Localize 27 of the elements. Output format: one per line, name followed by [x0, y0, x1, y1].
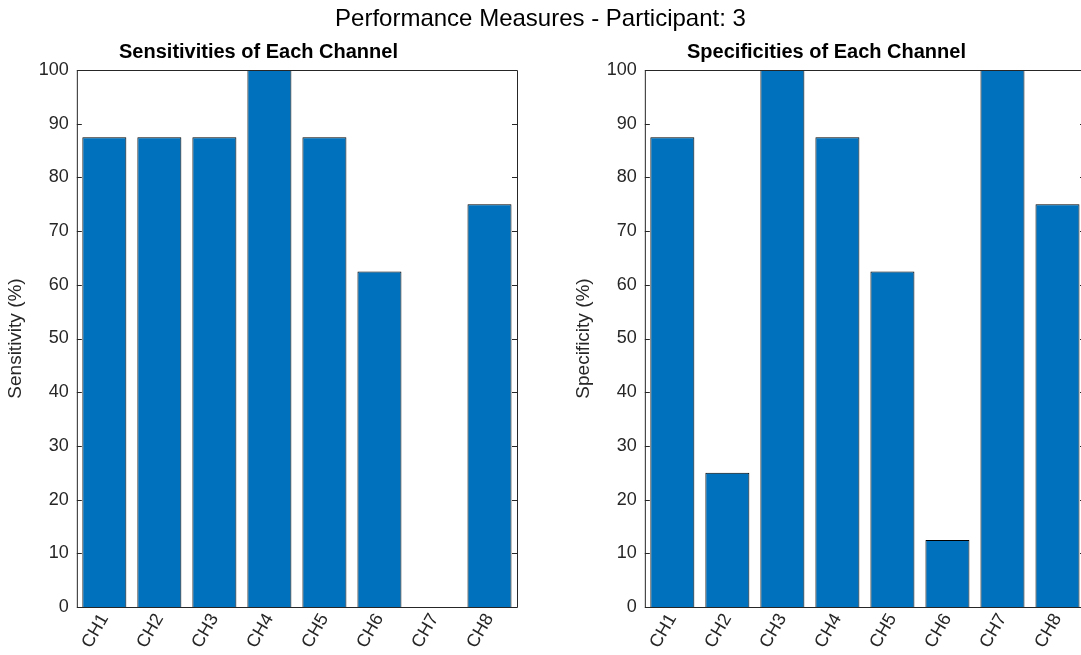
y-tick-label: 30	[616, 434, 637, 455]
y-tick-label: 80	[48, 166, 69, 187]
y-tick-label: 90	[616, 112, 637, 133]
y-axis-title: Specificity (%)	[571, 278, 593, 399]
y-tick-label: 100	[606, 58, 637, 79]
chart-title: Sensitivities of Each Channel	[119, 39, 398, 62]
y-tick-label: 50	[616, 327, 637, 348]
text: Performance Measures - Participant: 3	[334, 4, 747, 32]
y-tick-label: 60	[48, 273, 69, 294]
y-tick-label: 90	[48, 112, 69, 133]
y-tick-label: 80	[616, 166, 637, 187]
y-tick-label: 30	[48, 434, 69, 455]
y-tick-label: 70	[48, 220, 69, 241]
y-tick-label: 10	[616, 542, 637, 563]
y-tick-label: 70	[616, 220, 637, 241]
y-tick-label: 20	[48, 488, 69, 509]
chart-title: Specificities of Each Channel	[687, 39, 966, 62]
y-tick-label: 100	[38, 58, 69, 79]
y-tick-label: 20	[616, 488, 637, 509]
y-tick-label: 0	[626, 595, 637, 616]
y-tick-label: 50	[48, 327, 69, 348]
y-tick-label: 40	[616, 381, 637, 402]
y-axis-title: Sensitivity (%)	[3, 278, 25, 399]
y-tick-label: 0	[58, 595, 69, 616]
y-tick-label: 10	[48, 542, 69, 563]
y-tick-label: 40	[48, 381, 69, 402]
y-tick-label: 60	[616, 273, 637, 294]
